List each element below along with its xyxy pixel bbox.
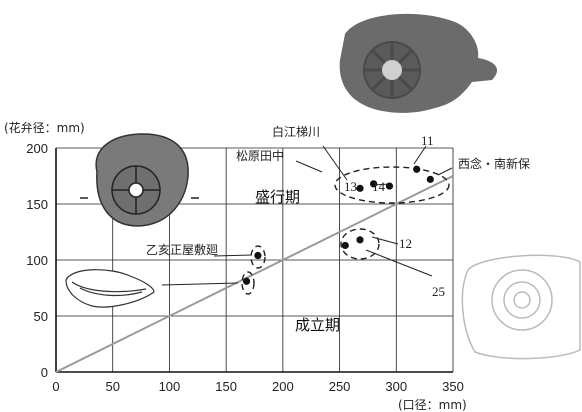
y-tick-label-2: 100 [26,253,48,268]
region-label-seikouki: 盛行期 [255,188,300,206]
data-point-3 [370,180,378,188]
x-tick-label-6: 300 [385,379,407,394]
x-tick-label-5: 250 [329,379,351,394]
data-point-6 [341,241,349,250]
data-point-8 [242,277,251,285]
sherd-drawing-right [461,254,581,360]
grouping-ellipses [241,166,450,295]
label-matsubara: 松原田中 [236,148,284,163]
y-tick-label-3: 150 [26,197,48,212]
x-tick-label-2: 100 [159,379,181,394]
x-tick-label-1: 50 [105,379,119,394]
sherd-photo-large [80,133,199,227]
x-tick-label-7: 350 [442,379,464,394]
data-points [242,165,434,285]
x-tick-label-0: 0 [52,379,59,394]
data-point-1 [426,175,434,183]
data-point-5 [356,236,364,244]
y-axis-title: (花弁径：mm) [4,120,85,135]
label-14: 14 [372,179,386,194]
y-tick-label-0: 0 [41,365,48,380]
data-point-0 [413,165,421,173]
region-label-seiritsuki: 成立期 [295,316,340,334]
y-tick-label-4: 200 [26,141,48,156]
label-11: 11 [421,133,434,148]
tick-labels: 0 50 100 150 200 250 300 350 0 50 100 150 200 [26,141,464,394]
data-point-4 [385,182,394,190]
label-13: 13 [344,179,357,194]
leader-lines [161,145,453,286]
x-axis-title: (口径：mm) [398,398,467,412]
data-point-7 [254,251,262,260]
label-25: 25 [432,284,445,299]
label-shirae: 白江梯川 [272,124,320,139]
y-tick-label-1: 50 [34,309,48,324]
data-point-2 [356,184,364,192]
label-12: 12 [399,236,412,251]
sherd-drawing-small [65,269,155,308]
label-otsugai: 乙亥正屋敷廻 [146,242,218,257]
sherd-photo-top [339,13,498,113]
reference-line-path [55,175,454,373]
reference-line [55,175,454,373]
x-tick-label-4: 200 [272,379,294,394]
x-tick-label-3: 150 [215,379,237,394]
label-sainen: 西念・南新保 [458,156,530,171]
